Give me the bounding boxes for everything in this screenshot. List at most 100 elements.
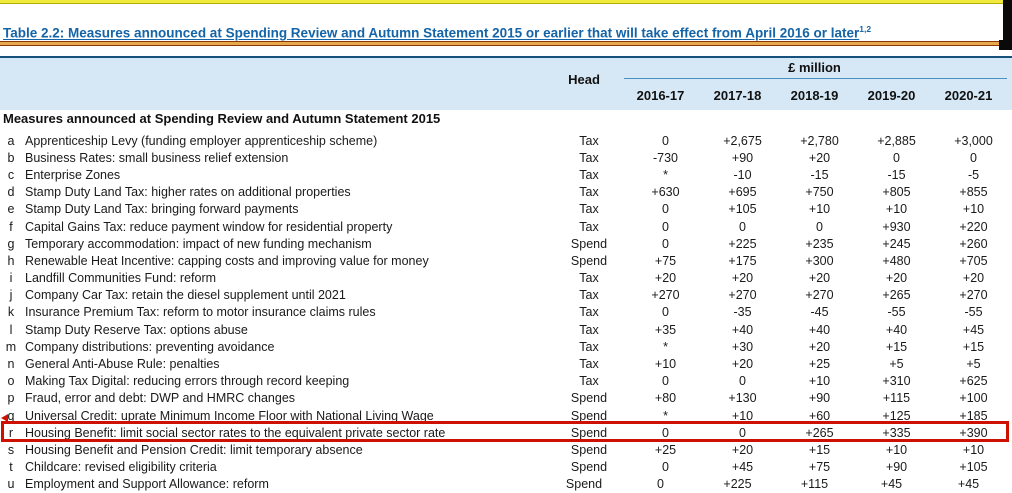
year-header: 2017-18 xyxy=(713,88,762,103)
row-value: +855 xyxy=(959,185,988,200)
table-row: h Renewable Heat Incentive: capping costs… xyxy=(0,252,1012,269)
row-label: l xyxy=(9,322,13,337)
row-value: -10 xyxy=(733,167,752,182)
row-value: 0 xyxy=(662,219,669,234)
title-divider-rule xyxy=(0,41,1012,46)
row-measure: Universal Credit: uprate Minimum Income … xyxy=(25,408,434,423)
row-value: +15 xyxy=(962,339,985,354)
row-head: Tax xyxy=(579,133,599,148)
row-value: * xyxy=(663,339,668,354)
row-measure: Insurance Premium Tax: reform to motor i… xyxy=(25,305,376,320)
row-value: +185 xyxy=(959,408,988,423)
column-header-band xyxy=(0,58,1012,110)
row-label: n xyxy=(7,357,15,372)
row-measure: Stamp Duty Land Tax: higher rates on add… xyxy=(25,185,351,200)
table-row: g Temporary accommodation: impact of new … xyxy=(0,235,1012,252)
row-head: Tax xyxy=(579,357,599,372)
year-header: 2016-17 xyxy=(636,88,685,103)
row-head: Tax xyxy=(579,150,599,165)
row-value: +115 xyxy=(882,391,911,406)
row-value: +10 xyxy=(731,408,754,423)
row-label: q xyxy=(7,408,15,423)
row-value: +5 xyxy=(889,357,904,372)
row-label: f xyxy=(9,219,13,234)
year-header: 2019-20 xyxy=(867,88,916,103)
row-value: +25 xyxy=(654,442,677,457)
row-head: Spend xyxy=(570,236,608,251)
row-label: s xyxy=(7,442,15,457)
row-value: +115 xyxy=(800,477,829,492)
row-value: +10 xyxy=(962,442,985,457)
row-value: +105 xyxy=(959,460,988,475)
row-head: Tax xyxy=(579,219,599,234)
row-value: +10 xyxy=(808,374,831,389)
row-value: +695 xyxy=(728,185,757,200)
row-label: p xyxy=(7,391,15,406)
row-value: +30 xyxy=(731,339,754,354)
row-value: +390 xyxy=(959,425,988,440)
row-value: +3,000 xyxy=(954,133,993,148)
row-measure: Temporary accommodation: impact of new f… xyxy=(25,236,372,251)
table-row: b Business Rates: small business relief e… xyxy=(0,149,1012,166)
row-measure: General Anti-Abuse Rule: penalties xyxy=(25,357,220,372)
row-measure: Business Rates: small business relief ex… xyxy=(25,150,289,165)
table-row: k Insurance Premium Tax: reform to motor … xyxy=(0,304,1012,321)
row-label: d xyxy=(7,185,15,200)
row-value: -45 xyxy=(810,305,829,320)
row-value: +100 xyxy=(959,391,988,406)
row-head: Tax xyxy=(579,271,599,286)
row-measure: Capital Gains Tax: reduce payment window… xyxy=(25,219,393,234)
corner-black-block xyxy=(1003,0,1012,41)
row-label: g xyxy=(7,236,15,251)
row-value: -730 xyxy=(652,150,679,165)
row-value: +20 xyxy=(808,271,831,286)
row-head: Spend xyxy=(570,425,608,440)
row-value: 0 xyxy=(662,460,669,475)
row-value: +75 xyxy=(654,253,677,268)
row-value: +265 xyxy=(805,425,834,440)
row-value: 0 xyxy=(970,150,977,165)
row-value: +930 xyxy=(882,219,911,234)
table-title[interactable]: Table 2.2: Measures announced at Spendin… xyxy=(3,24,1003,41)
row-label: i xyxy=(9,271,13,286)
row-head: Tax xyxy=(579,288,599,303)
row-measure: Fraud, error and debt: DWP and HMRC chan… xyxy=(25,391,296,406)
row-value: +270 xyxy=(959,288,988,303)
row-measure: Apprenticeship Levy (funding employer ap… xyxy=(25,133,378,148)
row-value: +260 xyxy=(959,236,988,251)
row-head: Spend xyxy=(570,408,608,423)
row-head: Spend xyxy=(570,460,608,475)
row-value: +15 xyxy=(885,339,908,354)
row-value: +75 xyxy=(808,460,831,475)
row-value: -15 xyxy=(810,167,829,182)
row-value: +40 xyxy=(885,322,908,337)
row-head: Tax xyxy=(579,185,599,200)
row-value: +90 xyxy=(731,150,754,165)
row-head: Spend xyxy=(570,391,608,406)
row-value: +90 xyxy=(808,391,831,406)
row-measure: Renewable Heat Incentive: capping costs … xyxy=(25,253,429,268)
row-value: +705 xyxy=(959,253,988,268)
row-value: +20 xyxy=(962,271,985,286)
row-measure: Housing Benefit: limit social sector rat… xyxy=(25,425,446,440)
row-value: +45 xyxy=(880,477,903,492)
row-head: Tax xyxy=(579,374,599,389)
row-value: +20 xyxy=(731,271,754,286)
row-value: +130 xyxy=(728,391,757,406)
row-value: +60 xyxy=(808,408,831,423)
row-value: +20 xyxy=(808,150,831,165)
top-yellow-bar xyxy=(0,0,1012,4)
row-label: j xyxy=(9,288,13,303)
row-label: b xyxy=(7,150,15,165)
row-value: 0 xyxy=(739,374,746,389)
row-value: +45 xyxy=(962,322,985,337)
row-value: 0 xyxy=(662,236,669,251)
header-band-top-border xyxy=(0,56,1012,58)
row-head: Tax xyxy=(579,167,599,182)
row-value: 0 xyxy=(662,425,669,440)
row-value: +235 xyxy=(805,236,834,251)
row-value: -15 xyxy=(887,167,906,182)
row-head: Spend xyxy=(570,253,608,268)
row-value: -35 xyxy=(733,305,752,320)
head-column-header: Head xyxy=(568,72,600,87)
